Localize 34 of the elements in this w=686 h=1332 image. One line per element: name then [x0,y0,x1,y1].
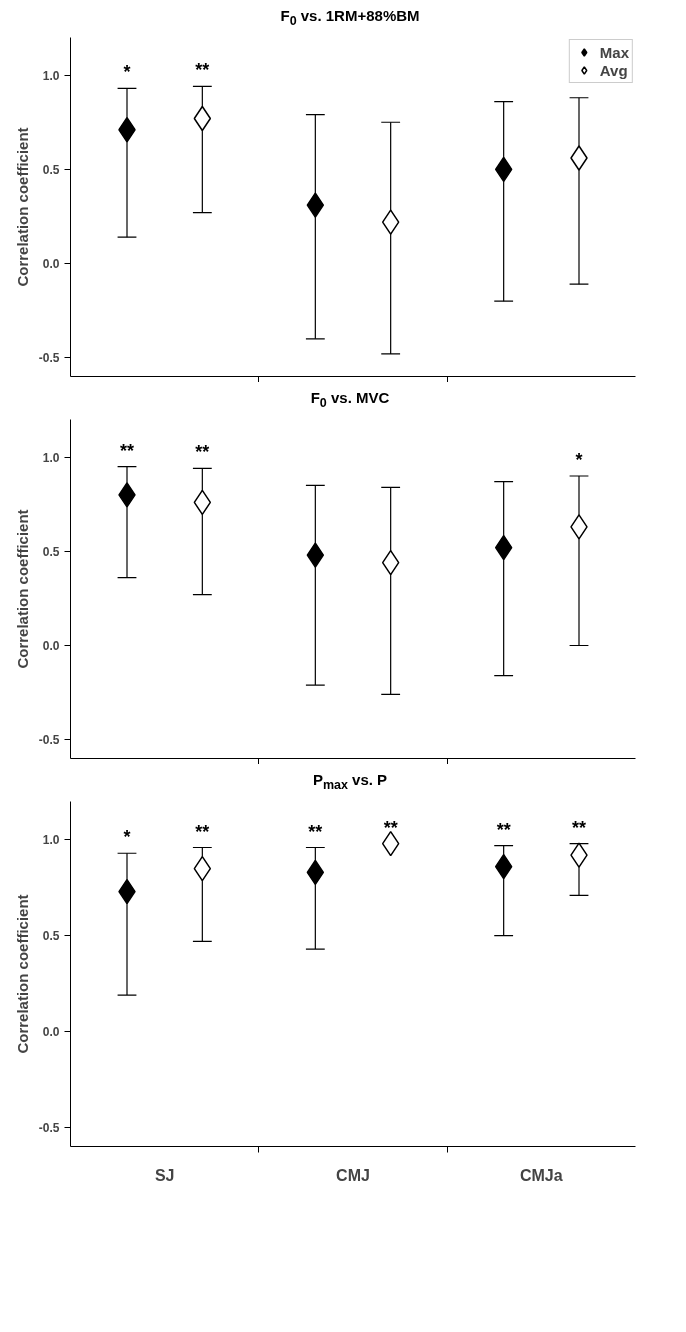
data-label: * [575,450,583,470]
data-label: ** [572,817,587,838]
y-tick-label: 0.5 [42,929,60,944]
y-tick-label: 0.0 [42,1025,60,1039]
data-label: * [123,62,131,83]
y-tick-label: 1.0 [42,68,60,83]
x-tick-label: SJ [154,1166,175,1184]
y-tick-label: 0.0 [42,257,60,271]
data-label: ** [383,817,398,838]
y-tick-label: -0.5 [38,733,60,748]
chart-title: F$_{0}$ vs. MVC [309,388,391,412]
data-label: ** [195,821,210,842]
y-tick-label: -0.5 [38,1120,60,1135]
x-tick-label: CMJ [336,1166,370,1184]
y-tick-label: 0.5 [42,162,60,177]
data-label: ** [308,821,323,842]
y-axis-title: Correlation coefficient [13,894,31,1054]
data-label: ** [195,60,210,81]
legend-label: Avg [599,61,628,79]
data-label: ** [496,819,511,840]
chart-title: F$_{0}$ vs. 1RM+88%BM [279,6,421,30]
data-label: * [123,827,131,848]
y-tick-label: 1.0 [42,833,60,848]
y-axis-title: Correlation coefficient [13,127,31,287]
y-axis-title: Correlation coefficient [13,509,31,669]
y-tick-label: -0.5 [38,351,60,366]
chart-title: P$_{max}$ vs. P [311,770,389,794]
y-tick-label: 0.0 [42,639,60,653]
x-tick-label: CMJa [519,1166,563,1184]
y-tick-label: 1.0 [42,450,60,465]
data-label: ** [120,440,135,461]
y-tick-label: 0.5 [42,544,60,559]
data-label: ** [195,442,210,463]
legend-label: Max [599,43,629,61]
